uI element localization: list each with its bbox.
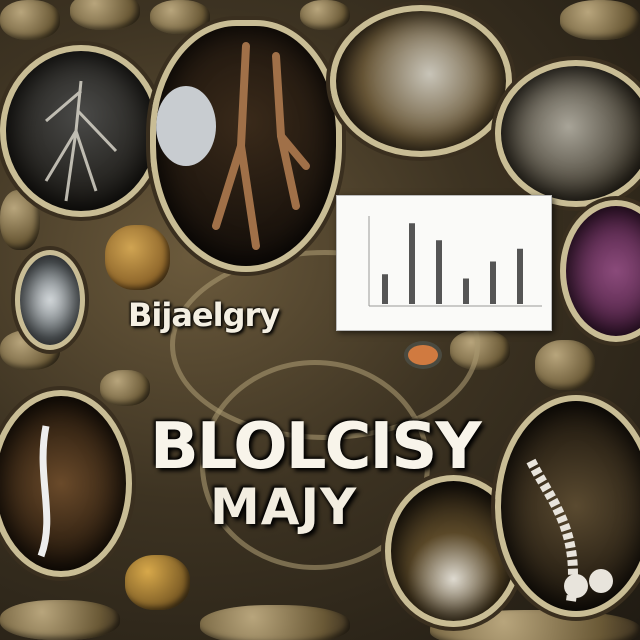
cell-fibrous-left <box>0 390 132 577</box>
pebble <box>100 370 150 406</box>
subtitle: MAJY <box>210 478 358 536</box>
cell-purple <box>560 200 640 342</box>
title-small: Bijaelgry <box>128 296 280 334</box>
cell-shell <box>330 5 512 157</box>
coil-chain-icon <box>526 458 613 602</box>
title-big: BLOLCISY <box>150 410 482 484</box>
cell-grey-disc <box>15 250 85 350</box>
pebble <box>0 0 60 40</box>
pebble <box>300 0 350 30</box>
tissue-ridge <box>200 360 430 570</box>
orange-spot <box>408 345 438 365</box>
cell-roots-brown <box>150 20 342 272</box>
chart-bar <box>436 240 442 304</box>
pebble <box>535 340 595 390</box>
cell-coils-bottom-right <box>495 395 640 617</box>
pebble <box>0 600 120 640</box>
pebble <box>105 225 170 290</box>
cell-coils <box>495 60 640 207</box>
branching-roots-icon <box>212 42 310 250</box>
chart-bar <box>382 274 388 304</box>
chart-card <box>336 195 552 331</box>
cell-root-top-left <box>0 45 162 217</box>
spine-strand-icon <box>37 425 51 558</box>
chart-bar <box>463 278 469 304</box>
chart-bar <box>490 261 496 304</box>
pebble <box>150 0 210 34</box>
pebble <box>125 555 190 610</box>
pebble <box>560 0 640 40</box>
chart-bar <box>409 223 415 304</box>
pale-blob <box>156 86 216 166</box>
bar-chart <box>368 216 542 307</box>
root-strands-icon <box>44 80 118 202</box>
chart-bar <box>517 248 523 304</box>
pebble <box>70 0 140 30</box>
pebble <box>200 605 350 640</box>
